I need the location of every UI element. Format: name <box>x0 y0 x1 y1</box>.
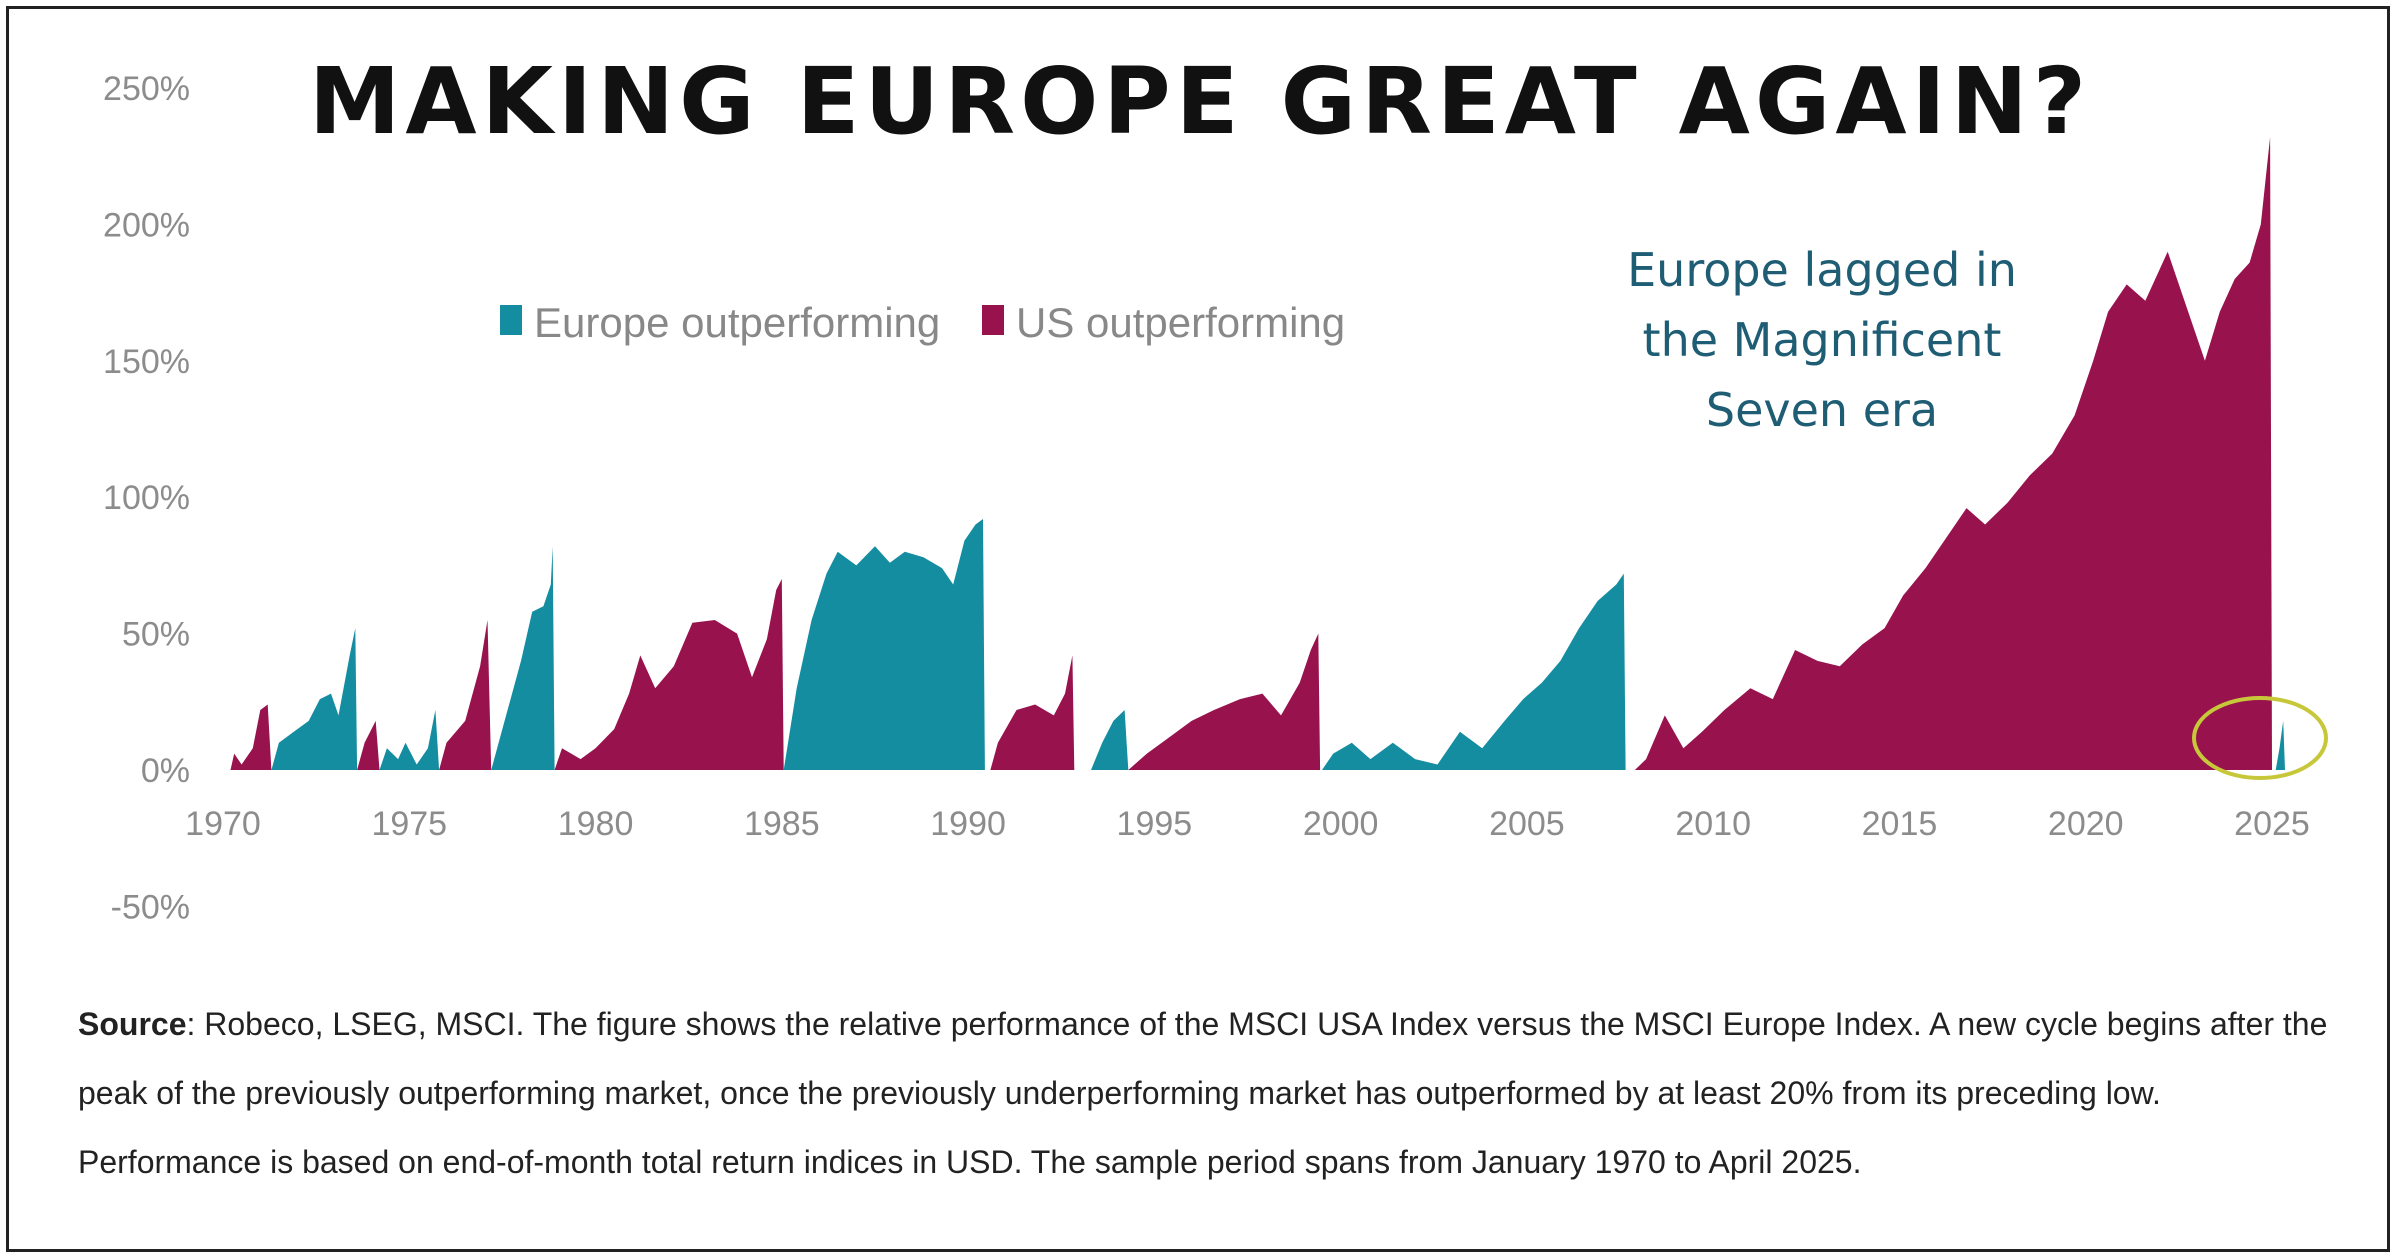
x-tick-label: 1970 <box>185 805 261 843</box>
y-tick-label: 0% <box>141 752 190 790</box>
frame-border <box>6 6 2390 1252</box>
y-tick-label: 250% <box>103 70 190 108</box>
highlight-circle <box>2192 696 2328 780</box>
x-tick-label: 2005 <box>1489 805 1565 843</box>
area-segment-us-2 <box>357 720 380 770</box>
area-segment-europe-13 <box>2275 720 2285 770</box>
y-axis-ticks: 250% 200% 150% 100% 50% 0% -50% <box>103 70 190 926</box>
x-tick-label: 1980 <box>558 805 634 843</box>
area-segment-europe-11 <box>1322 573 1626 770</box>
area-series <box>230 137 2285 771</box>
y-tick-label: 50% <box>122 616 190 654</box>
y-tick-label: -50% <box>111 888 190 926</box>
x-tick-label: 2015 <box>1862 805 1938 843</box>
source-note: Source: Robeco, LSEG, MSCI. The figure s… <box>78 990 2348 1197</box>
legend-label-us: US outperforming <box>1016 299 1345 346</box>
y-tick-label: 200% <box>103 206 190 244</box>
legend: Europe outperforming US outperforming <box>500 299 1345 346</box>
annotation-line-2: the Magnificent <box>1643 313 2002 367</box>
area-segment-us-6 <box>554 579 784 770</box>
area-segment-us-4 <box>439 620 492 770</box>
x-tick-label: 2020 <box>2048 805 2124 843</box>
x-tick-label: 1990 <box>930 805 1006 843</box>
x-tick-label: 1975 <box>371 805 447 843</box>
area-segment-europe-9 <box>1091 710 1129 770</box>
annotation-line-3: Seven era <box>1706 383 1938 437</box>
area-segment-us-10 <box>1128 633 1321 770</box>
annotation-line-1: Europe lagged in <box>1627 243 2017 297</box>
x-tick-label: 2025 <box>2234 805 2310 843</box>
x-tick-label: 2000 <box>1303 805 1379 843</box>
area-segment-europe-3 <box>379 710 440 770</box>
y-tick-label: 100% <box>103 479 190 517</box>
legend-swatch-europe <box>500 305 522 335</box>
x-tick-label: 2010 <box>1675 805 1751 843</box>
annotation: Europe lagged in the Magnificent Seven e… <box>1627 243 2017 437</box>
area-segment-europe-7 <box>783 519 985 770</box>
source-label: Source <box>78 1006 187 1042</box>
x-tick-label: 1995 <box>1117 805 1193 843</box>
y-tick-label: 150% <box>103 343 190 381</box>
x-axis-ticks: 1970 1975 1980 1985 1990 1995 2000 2005 2010 2015… <box>185 805 2310 843</box>
area-segment-us-8 <box>990 655 1075 770</box>
area-segment-us-0 <box>230 704 272 770</box>
page-title: MAKING EUROPE GREAT AGAIN? <box>308 48 2092 155</box>
area-segment-europe-1 <box>271 628 358 770</box>
area-segment-europe-5 <box>491 546 555 770</box>
legend-swatch-us <box>982 305 1004 335</box>
x-tick-label: 1985 <box>744 805 820 843</box>
area-segment-us-12 <box>1634 137 2272 771</box>
legend-label-europe: Europe outperforming <box>534 299 940 346</box>
source-text: : Robeco, LSEG, MSCI. The figure shows t… <box>78 1006 2328 1180</box>
